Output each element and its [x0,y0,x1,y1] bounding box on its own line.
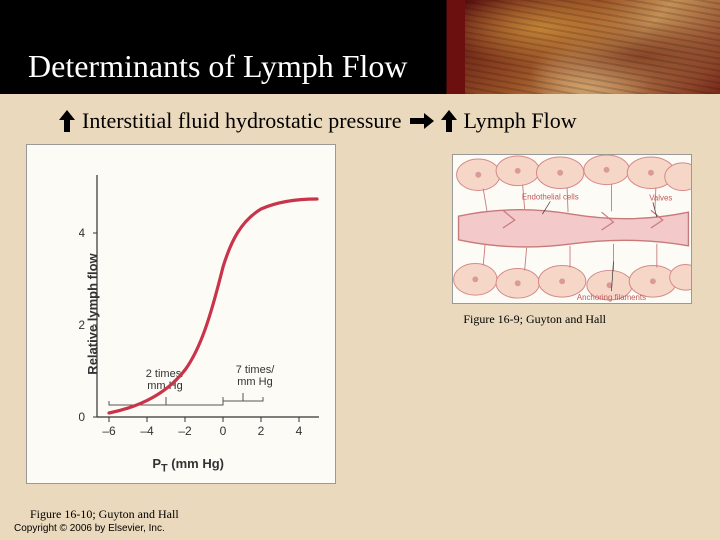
slide-title: Determinants of Lymph Flow [28,48,408,85]
diagram-svg: Endothelial cells Valves Anchoring filam… [453,155,691,303]
slide-body: Interstitial fluid hydrostatic pressure … [0,94,720,540]
svg-text:4: 4 [79,226,85,240]
svg-text:7 times/: 7 times/ [236,364,275,376]
svg-text:2: 2 [79,318,85,332]
label-valves: Valves [649,193,672,202]
label-endothelial: Endothelial cells [522,192,579,201]
svg-text:2: 2 [258,424,265,438]
figure-caption-right: Figure 16-9; Guyton and Hall [463,312,606,327]
subtitle-row: Interstitial fluid hydrostatic pressure … [60,108,700,134]
up-arrow-icon [60,110,74,132]
chart-x-label: PT (mm Hg) [152,456,224,475]
figure-caption-left: Figure 16-10; Guyton and Hall [30,507,179,522]
chart-svg: 0 2 4 –6 –4 –2 0 2 4 [79,165,329,455]
lymph-capillary-diagram: Endothelial cells Valves Anchoring filam… [452,154,692,304]
slide: Determinants of Lymph Flow Interstitial … [0,0,720,540]
copyright-text: Copyright © 2006 by Elsevier, Inc. [14,523,165,534]
subtitle-left: Interstitial fluid hydrostatic pressure [82,108,402,134]
label-filaments: Anchoring filaments [577,293,646,302]
svg-text:–2: –2 [178,424,192,438]
header-texture [465,0,720,94]
header-band: Determinants of Lymph Flow [0,0,720,94]
svg-text:4: 4 [296,424,303,438]
right-arrow-icon [410,114,434,128]
svg-text:0: 0 [79,410,85,424]
svg-text:–4: –4 [140,424,154,438]
chart-inner: Relative lymph flow 0 2 4 [37,155,325,473]
svg-text:0: 0 [220,424,227,438]
subtitle-right: Lymph Flow [464,108,577,134]
lymph-flow-chart: Relative lymph flow 0 2 4 [26,144,336,484]
up-arrow-icon [442,110,456,132]
svg-text:–6: –6 [102,424,116,438]
svg-text:mm Hg: mm Hg [237,376,272,388]
